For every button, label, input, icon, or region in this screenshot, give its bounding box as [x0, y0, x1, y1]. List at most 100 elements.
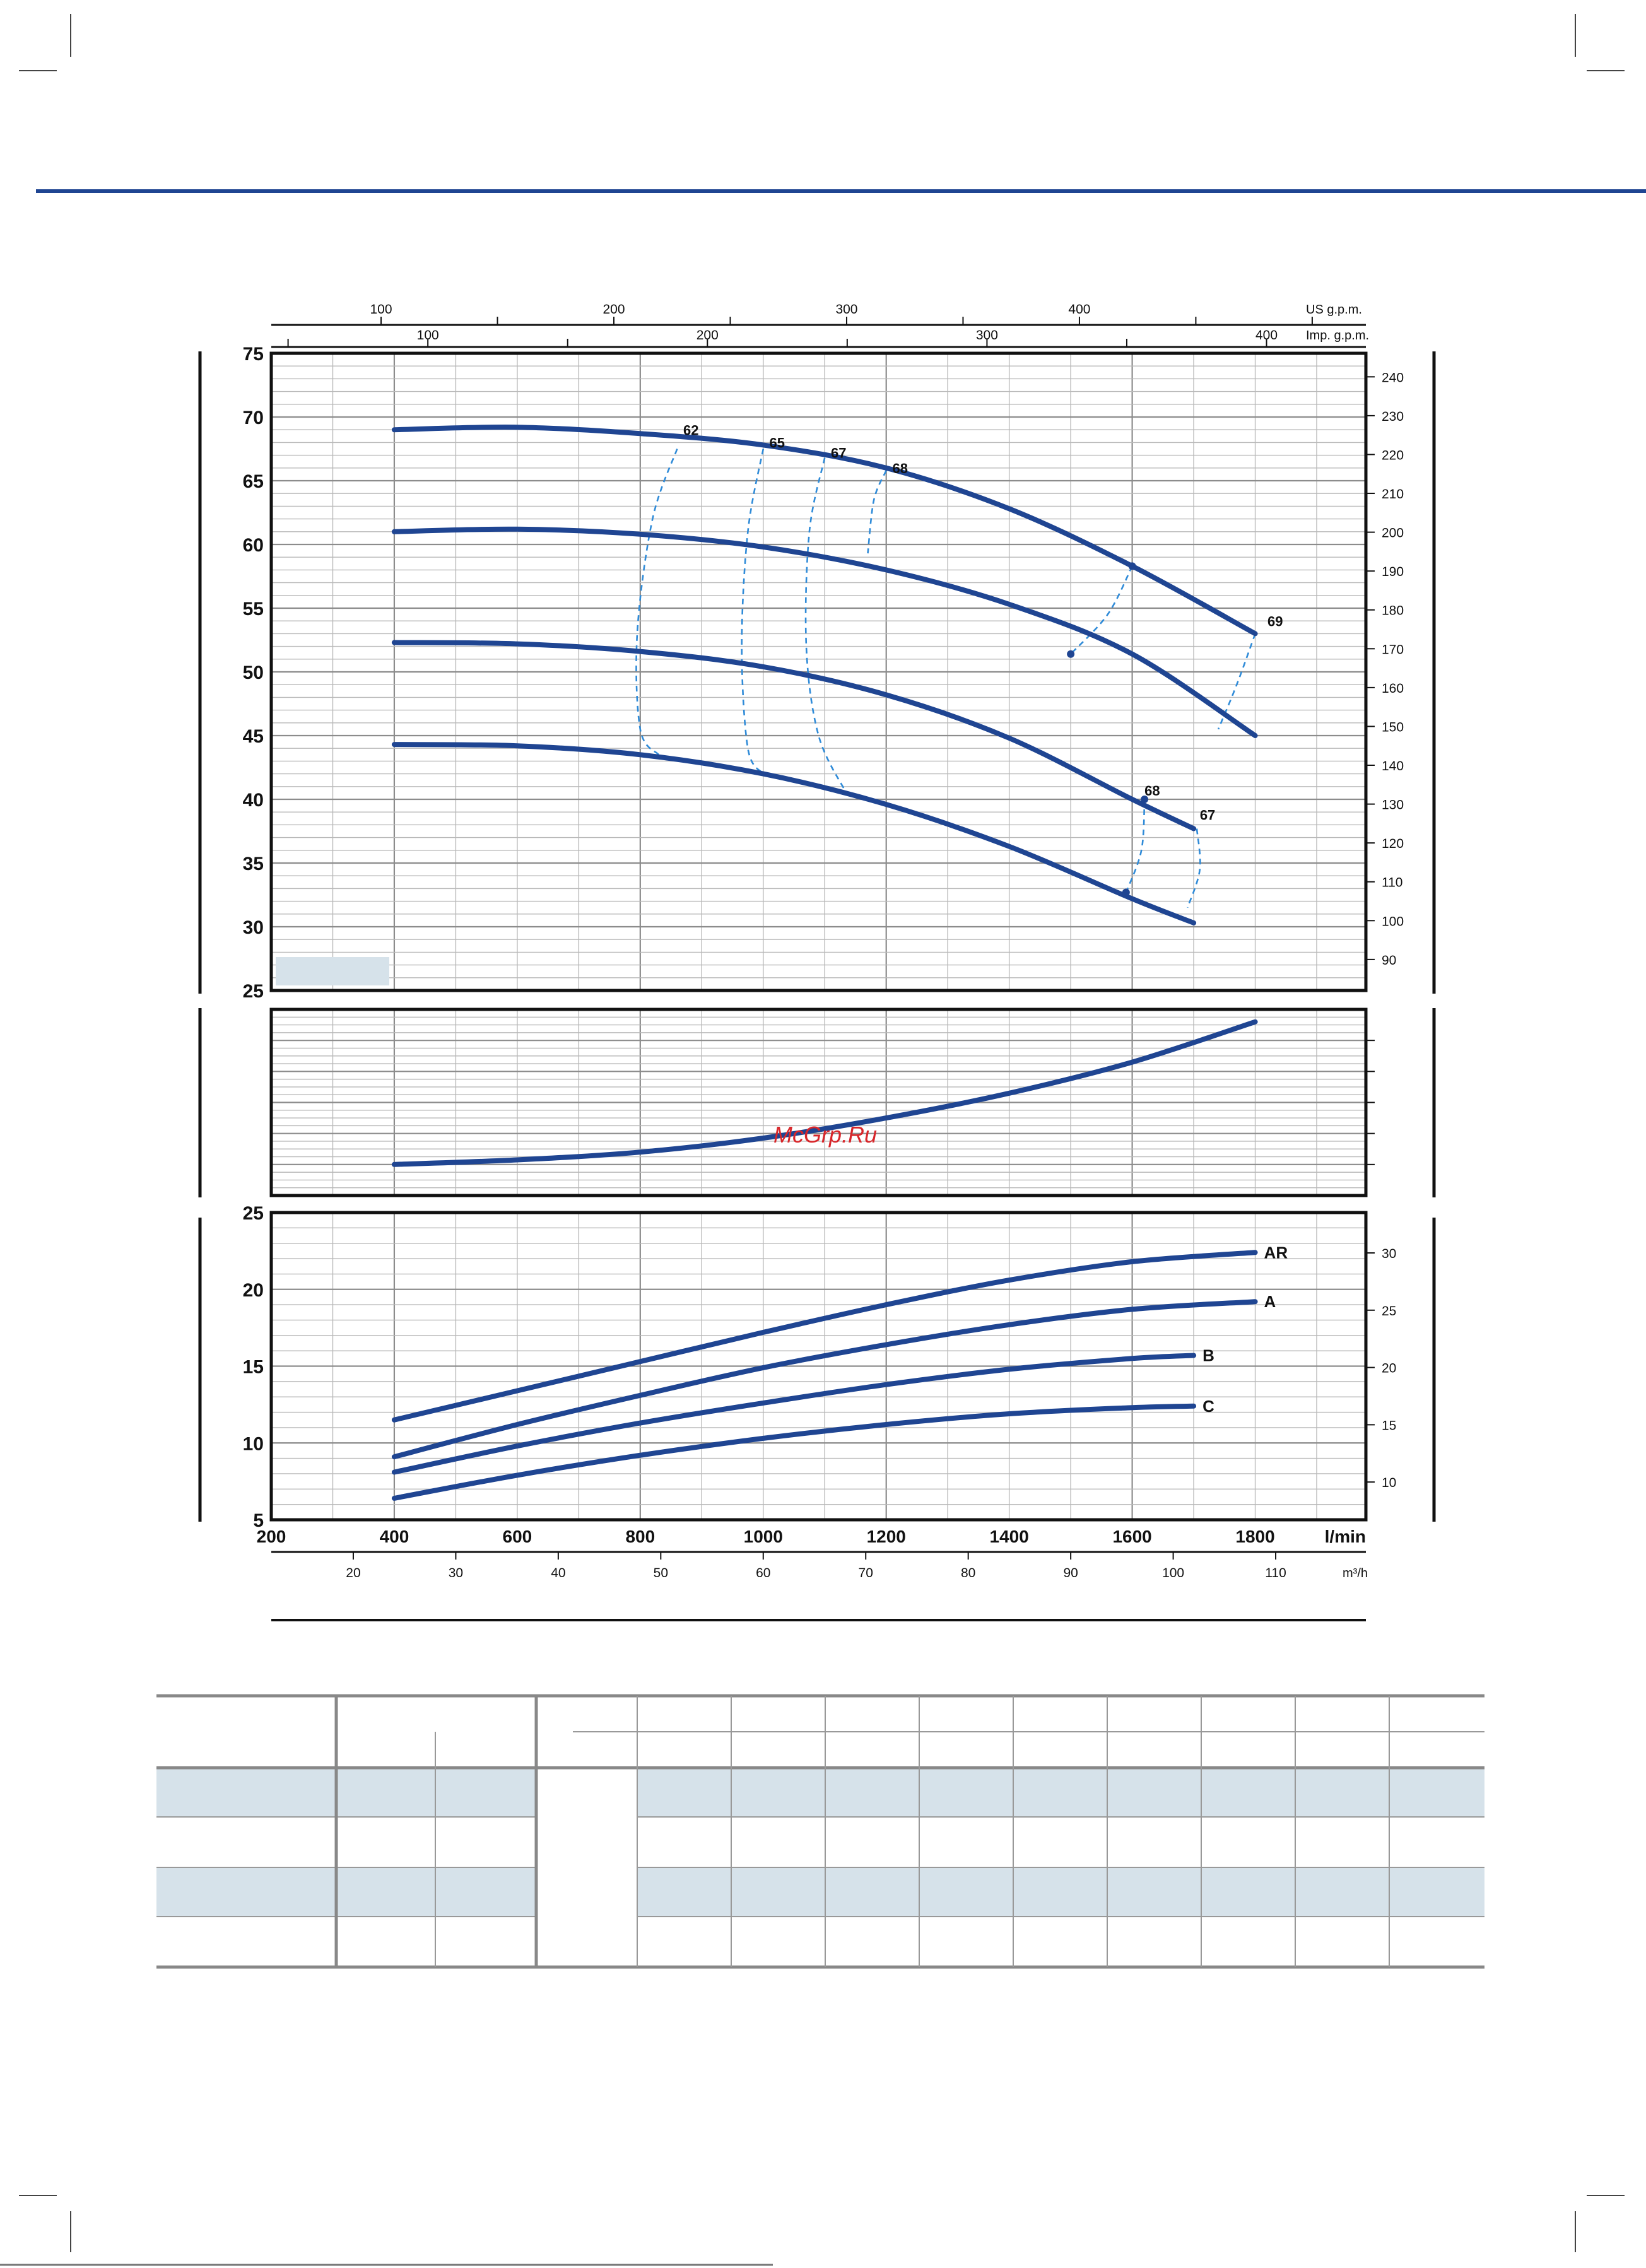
- us-gpm-tick: 300: [835, 302, 857, 317]
- head-y-tick: 60: [243, 535, 264, 556]
- power-y2-tick: 30: [1382, 1247, 1396, 1261]
- npsh-right-ticks: [1366, 1040, 1375, 1165]
- head-grid: [271, 352, 1366, 992]
- power-curve: [391, 1250, 1258, 1423]
- head-curve: [391, 640, 1197, 831]
- imp-gpm-tick: 200: [697, 328, 719, 343]
- power-x-tick: 1000: [744, 1527, 783, 1546]
- m3h-tick: 50: [654, 1566, 668, 1580]
- crop-marks: [19, 14, 1625, 2252]
- power-x-tick: 800: [625, 1527, 655, 1546]
- watermark: McGrp.Ru: [773, 1122, 877, 1148]
- us-gpm-tick: 400: [1068, 302, 1090, 317]
- imp-gpm-tick: 100: [417, 328, 439, 343]
- table-row-band-1: [156, 1768, 536, 1817]
- power-y-tick: 15: [243, 1357, 264, 1378]
- efficiency-curve: [1187, 828, 1201, 908]
- power-y2-tick: 20: [1382, 1361, 1396, 1376]
- head-y2-tick: 90: [1382, 953, 1396, 968]
- head-y-ticks: 25 30 35 40 45 50 55 60 65 70 75: [243, 344, 264, 1002]
- side-brackets: [198, 351, 1436, 1522]
- power-y2-tick: 25: [1382, 1304, 1396, 1319]
- head-y-tick: 40: [243, 790, 264, 811]
- table-row-band-3: [156, 1867, 536, 1917]
- power-grid: [271, 1211, 1366, 1521]
- table-row-band-1b: [637, 1768, 1484, 1817]
- head-y2-tick: 120: [1382, 837, 1404, 851]
- power-y-tick: 25: [243, 1203, 264, 1224]
- head-y2-tick: 130: [1382, 798, 1404, 813]
- imp-gpm-tick: 300: [976, 328, 998, 343]
- power-x-tick: 600: [503, 1527, 532, 1546]
- power-x-tick: 1400: [990, 1527, 1029, 1546]
- head-y2-tick: 150: [1382, 720, 1404, 734]
- efficiency-label: 65: [770, 435, 785, 450]
- m3h-tick: 60: [756, 1566, 770, 1580]
- head-chart: 62 65 67 68 69 68 67 25 30 35 40 45 50 55 60 65 70 75 90…: [243, 344, 1404, 1002]
- head-y2-tick: 210: [1382, 487, 1404, 502]
- head-y-tick: 65: [243, 471, 264, 492]
- head-y2-tick: 200: [1382, 526, 1404, 541]
- power-x-tick: 400: [380, 1527, 409, 1546]
- head-y2-tick: 160: [1382, 681, 1404, 696]
- power-y2-tick: 10: [1382, 1476, 1396, 1490]
- power-x-tick: 1800: [1235, 1527, 1274, 1546]
- power-series-label: A: [1264, 1292, 1276, 1311]
- power-x-tick: 200: [257, 1527, 286, 1546]
- head-y2-ticks: 90 100 110 120 130 140 150 160 170 180 190 200 210 22…: [1366, 370, 1404, 968]
- power-y-tick: 20: [243, 1280, 264, 1301]
- efficiency-label: 68: [892, 461, 907, 476]
- head-y-tick: 25: [243, 981, 264, 1002]
- m3h-tick: 100: [1162, 1566, 1184, 1580]
- header-rule: [36, 189, 1646, 193]
- curve-marker: [1067, 650, 1075, 658]
- efficiency-label: 67: [831, 445, 846, 461]
- head-y-tick: 30: [243, 917, 264, 938]
- power-x-tick: 1600: [1112, 1527, 1151, 1546]
- m3h-tick: 70: [859, 1566, 873, 1580]
- efficiency-label: 69: [1267, 613, 1283, 629]
- efficiency-curve: [1070, 565, 1133, 655]
- head-y2-tick: 140: [1382, 759, 1404, 773]
- head-curve: [391, 526, 1258, 738]
- imp-gpm-tick: 400: [1255, 328, 1278, 343]
- power-y-ticks: 5 10 15 20 25: [243, 1203, 264, 1531]
- head-y2-tick: 220: [1382, 448, 1404, 462]
- efficiency-label: 68: [1144, 783, 1160, 799]
- efficiency-curve: [635, 449, 678, 756]
- efficiency-labels: 62 65 67 68 69 68 67: [683, 422, 1283, 823]
- top-flow-axes: 100 200 300 400 100 200 300 400 US g.p.m. Imp. …: [271, 302, 1369, 348]
- npsh-curve: [391, 1019, 1258, 1167]
- npsh-series: [391, 1019, 1258, 1167]
- power-curve: [391, 1353, 1197, 1475]
- m3h-tick: 40: [551, 1566, 565, 1580]
- head-y-tick: 45: [243, 726, 264, 747]
- imp-gpm-label: Imp. g.p.m.: [1306, 329, 1369, 343]
- efficiency-curve: [741, 449, 765, 775]
- head-series: [391, 425, 1258, 925]
- power-y-tick: 5: [253, 1510, 264, 1531]
- power-plot-frame: [269, 1211, 1368, 1522]
- data-table: [156, 1694, 1484, 1969]
- head-plot-frame: [269, 351, 1368, 992]
- head-y2-tick: 100: [1382, 914, 1404, 929]
- power-series-labels: AR A B C: [1202, 1243, 1288, 1416]
- head-y2-tick: 110: [1382, 876, 1402, 890]
- power-series-label: C: [1202, 1397, 1214, 1416]
- head-y-tick: 35: [243, 854, 264, 874]
- us-gpm-label: US g.p.m.: [1306, 303, 1362, 317]
- efficiency-curve: [804, 457, 847, 794]
- m3h-label: m³/h: [1343, 1566, 1368, 1580]
- power-curve: [391, 1403, 1197, 1501]
- head-y2-tick: 170: [1382, 642, 1404, 657]
- head-y-tick: 75: [243, 344, 264, 365]
- us-gpm-tick: 100: [370, 302, 392, 317]
- power-series-label: AR: [1264, 1243, 1288, 1262]
- head-curve: [391, 425, 1258, 637]
- head-y2-tick: 180: [1382, 604, 1404, 618]
- head-y-tick: 55: [243, 599, 264, 620]
- efficiency-curve: [1125, 799, 1146, 893]
- efficiency-curve: [867, 470, 887, 554]
- head-curve: [391, 742, 1197, 925]
- head-y2-tick: 190: [1382, 565, 1404, 579]
